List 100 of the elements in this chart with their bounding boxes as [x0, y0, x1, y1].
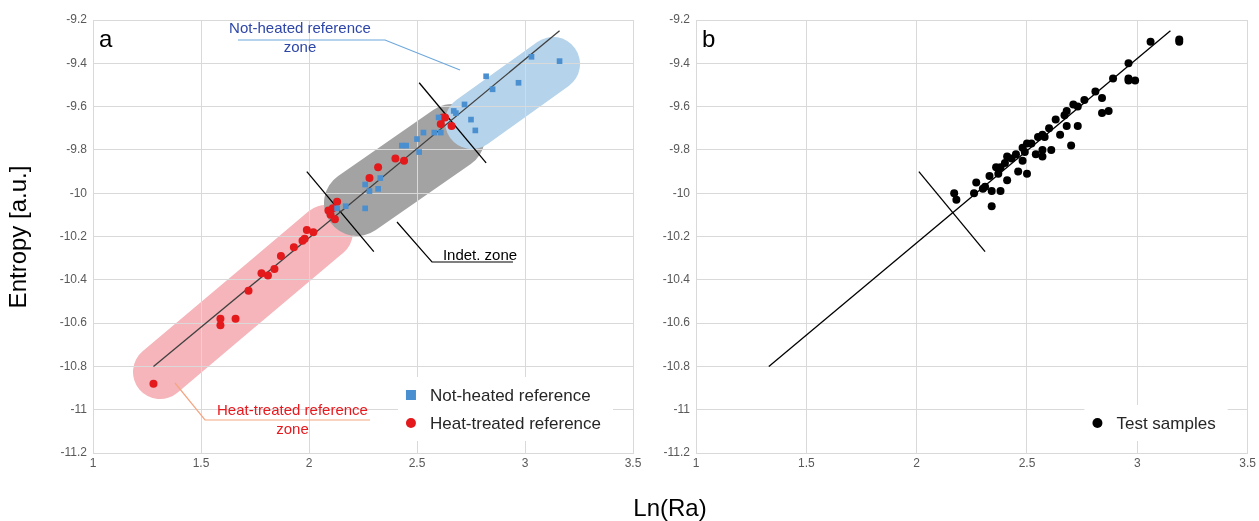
- x-tick-label: 3.5: [624, 455, 642, 470]
- point: [289, 243, 298, 252]
- y-tick-label: -9.2: [669, 12, 691, 27]
- point: [362, 181, 368, 188]
- y-tick-label: -10.2: [662, 228, 691, 243]
- point: [330, 215, 339, 224]
- x-tick-label: 3.5: [1239, 455, 1257, 470]
- y-tick-label: -9.4: [66, 55, 88, 70]
- x-tick-label: 1: [89, 455, 97, 470]
- point: [1073, 102, 1082, 111]
- y-tick-label: -10.8: [59, 358, 88, 373]
- point: [400, 156, 409, 165]
- x-tick-label: 3: [521, 455, 529, 470]
- chart-title: b: [702, 24, 716, 52]
- point: [334, 205, 340, 212]
- point: [1091, 87, 1100, 96]
- point: [1000, 158, 1009, 167]
- y-tick-label: -10.8: [662, 358, 691, 373]
- x-tick-label: 2.5: [1018, 455, 1036, 470]
- point: [365, 174, 374, 183]
- point: [431, 129, 438, 136]
- point: [556, 58, 563, 64]
- y-tick-label: -9.6: [669, 98, 691, 113]
- point: [528, 53, 535, 60]
- point: [996, 187, 1005, 196]
- point: [302, 226, 311, 235]
- point: [1060, 111, 1069, 120]
- point: [972, 178, 981, 187]
- point: [1124, 59, 1133, 68]
- point: [1031, 150, 1040, 159]
- point: [276, 251, 285, 260]
- point: [270, 264, 279, 273]
- y-tick-label: -10: [69, 185, 88, 200]
- point: [1020, 148, 1029, 157]
- y-tick-label: -10.6: [662, 315, 691, 330]
- point: [1038, 145, 1047, 154]
- point: [1146, 37, 1155, 46]
- annotation: Not-heated reference zone: [228, 18, 372, 56]
- y-tick-label: -11: [673, 402, 691, 417]
- point: [987, 202, 996, 211]
- point: [1131, 76, 1140, 85]
- legend-label: Not-heated reference: [429, 385, 591, 405]
- point: [399, 142, 405, 149]
- point: [374, 163, 383, 172]
- point: [216, 321, 225, 330]
- point: [483, 73, 489, 80]
- point: [342, 203, 349, 210]
- chart-title: a: [99, 24, 113, 52]
- point: [437, 129, 444, 136]
- annotation: Heat-treated reference zone: [216, 400, 369, 438]
- y-tick-label: -10.6: [59, 315, 88, 330]
- point: [1003, 152, 1012, 161]
- point: [1109, 74, 1118, 83]
- point: [333, 197, 342, 206]
- y-tick-label: -9.4: [669, 55, 691, 70]
- y-tick-label: -11.2: [663, 445, 691, 460]
- point: [1023, 169, 1031, 178]
- point: [472, 127, 479, 134]
- point: [1062, 122, 1071, 131]
- point: [1045, 124, 1054, 133]
- point: [952, 195, 961, 204]
- point: [149, 379, 158, 388]
- point: [1104, 106, 1113, 115]
- annotation: Indet. zone: [441, 245, 519, 264]
- point: [436, 119, 445, 128]
- y-tick-label: -9.6: [66, 98, 88, 113]
- y-tick-label: -10.2: [59, 228, 88, 243]
- y-tick-label: -10.4: [662, 272, 691, 287]
- point: [377, 175, 384, 181]
- y-tick-label: -9.8: [669, 142, 691, 157]
- y-axis-title: Entropy [a.u.]: [4, 165, 32, 309]
- point: [366, 188, 373, 194]
- point: [1073, 122, 1082, 131]
- point: [414, 136, 420, 142]
- point: [309, 228, 318, 237]
- point: [447, 122, 456, 131]
- point: [375, 186, 381, 192]
- point: [994, 169, 1003, 178]
- x-tick-label: 3: [1133, 455, 1141, 470]
- point: [231, 314, 240, 323]
- point: [391, 154, 400, 163]
- point: [1051, 115, 1060, 124]
- point: [416, 149, 422, 155]
- y-tick-label: -10: [672, 185, 691, 200]
- point: [1098, 109, 1107, 118]
- point: [970, 189, 979, 198]
- point: [515, 79, 522, 86]
- y-tick-label: -9.2: [66, 12, 88, 27]
- point: [244, 286, 253, 295]
- point: [1014, 167, 1023, 176]
- x-tick-label: 2: [305, 455, 313, 470]
- point: [489, 86, 496, 93]
- point: [1003, 176, 1012, 185]
- x-tick-label: 1: [692, 455, 700, 470]
- x-tick-label: 1.5: [797, 455, 815, 470]
- point: [1080, 96, 1089, 105]
- point: [362, 205, 368, 212]
- y-tick-label: -10.4: [59, 272, 88, 287]
- point: [950, 189, 959, 198]
- point: [987, 187, 996, 196]
